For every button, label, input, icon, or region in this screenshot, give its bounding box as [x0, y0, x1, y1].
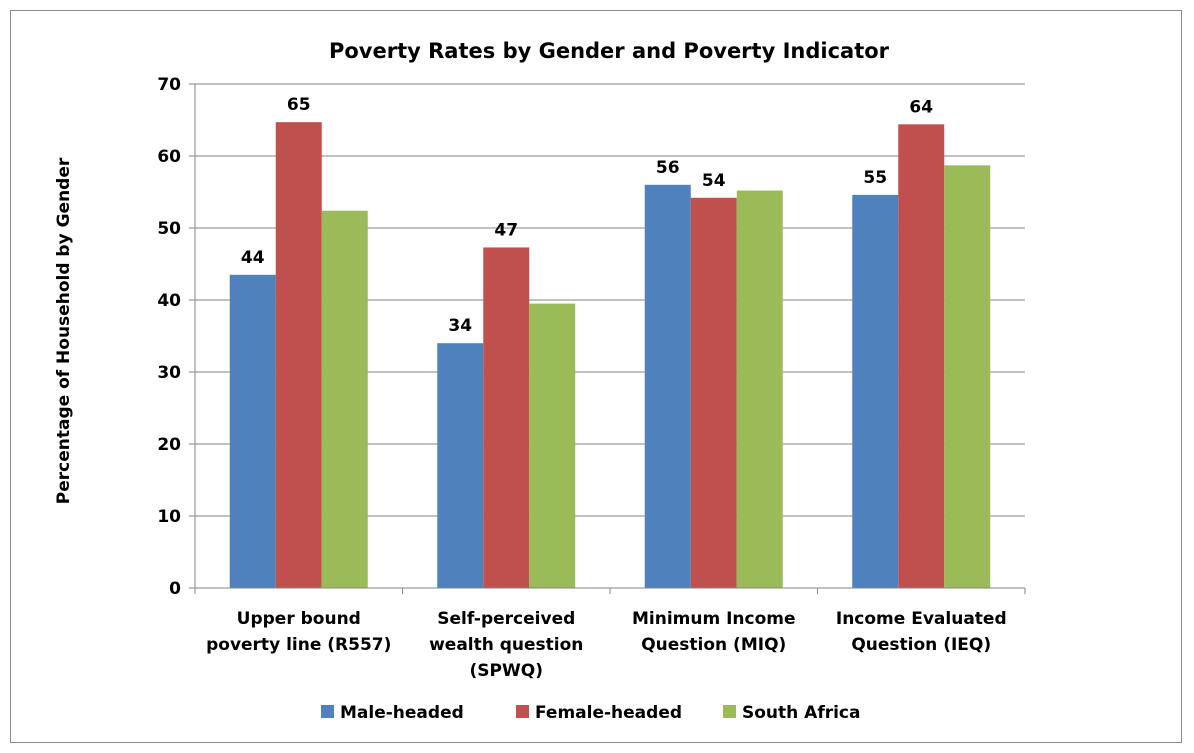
data-label: 54 — [702, 171, 726, 191]
x-tick-label-line: Minimum Income — [632, 609, 796, 629]
data-label: 47 — [494, 220, 518, 240]
x-tick-label: Minimum Income Question (MIQ) — [632, 609, 796, 655]
data-label: 56 — [656, 158, 680, 178]
legend-swatch — [321, 705, 334, 718]
y-tick-label: 60 — [157, 147, 181, 167]
data-labels: 44 34 56 55 65 47 54 64 — [241, 95, 933, 336]
chart-title: Poverty Rates by Gender and Poverty Indi… — [329, 39, 890, 63]
x-tick-label-line: wealth question — [429, 635, 583, 655]
x-tick-label-line: Question (MIQ) — [641, 635, 786, 655]
bar — [944, 165, 991, 589]
bar — [690, 197, 737, 588]
bar — [529, 303, 576, 588]
chart-frame: Poverty Rates by Gender and Poverty Indi… — [10, 10, 1182, 743]
y-tick-label: 40 — [157, 291, 181, 311]
bar — [736, 190, 783, 588]
bar — [483, 247, 530, 588]
bars — [229, 122, 991, 589]
legend-label: South Africa — [742, 703, 861, 723]
y-tick-label: 10 — [157, 507, 181, 527]
legend-label: Male-headed — [340, 703, 464, 723]
bar — [275, 122, 322, 588]
legend-label: Female-headed — [535, 703, 682, 723]
x-tick-label-line: Upper bound — [237, 609, 361, 629]
y-tick-label: 50 — [157, 219, 181, 239]
data-label: 34 — [448, 316, 472, 336]
legend: Male-headed Female-headed South Africa — [321, 703, 861, 723]
bar — [644, 184, 691, 589]
data-label: 65 — [287, 95, 311, 115]
y-axis-title: Percentage of Household by Gender — [54, 157, 74, 504]
axes: 0 10 20 30 40 50 60 70 Upper bound poverty line (… — [157, 75, 1026, 681]
bar — [852, 194, 899, 588]
data-label: 55 — [863, 168, 887, 188]
bar — [321, 210, 368, 588]
x-tick-label-line: (SPWQ) — [470, 661, 543, 681]
y-tick-label: 20 — [157, 435, 181, 455]
x-tick-label-line: Self-perceived — [437, 609, 575, 629]
data-label: 64 — [909, 97, 933, 117]
bar — [229, 274, 276, 588]
y-tick-label: 0 — [169, 579, 181, 599]
x-tick-label: Income Evaluated Question (IEQ) — [836, 609, 1007, 655]
data-label: 44 — [241, 248, 265, 268]
legend-swatch — [723, 705, 736, 718]
x-tick-label-line: Income Evaluated — [836, 609, 1007, 629]
x-tick-label: Upper bound poverty line (R557) — [206, 609, 391, 655]
bar-chart: Poverty Rates by Gender and Poverty Indi… — [54, 39, 1026, 723]
x-tick-label-line: poverty line (R557) — [206, 635, 391, 655]
legend-swatch — [516, 705, 529, 718]
y-tick-label: 70 — [157, 75, 181, 95]
x-tick-label: Self-perceived wealth question (SPWQ) — [429, 609, 583, 681]
x-tick-label-line: Question (IEQ) — [851, 635, 991, 655]
y-tick-label: 30 — [157, 363, 181, 383]
bar — [437, 343, 484, 588]
bar — [898, 124, 945, 588]
